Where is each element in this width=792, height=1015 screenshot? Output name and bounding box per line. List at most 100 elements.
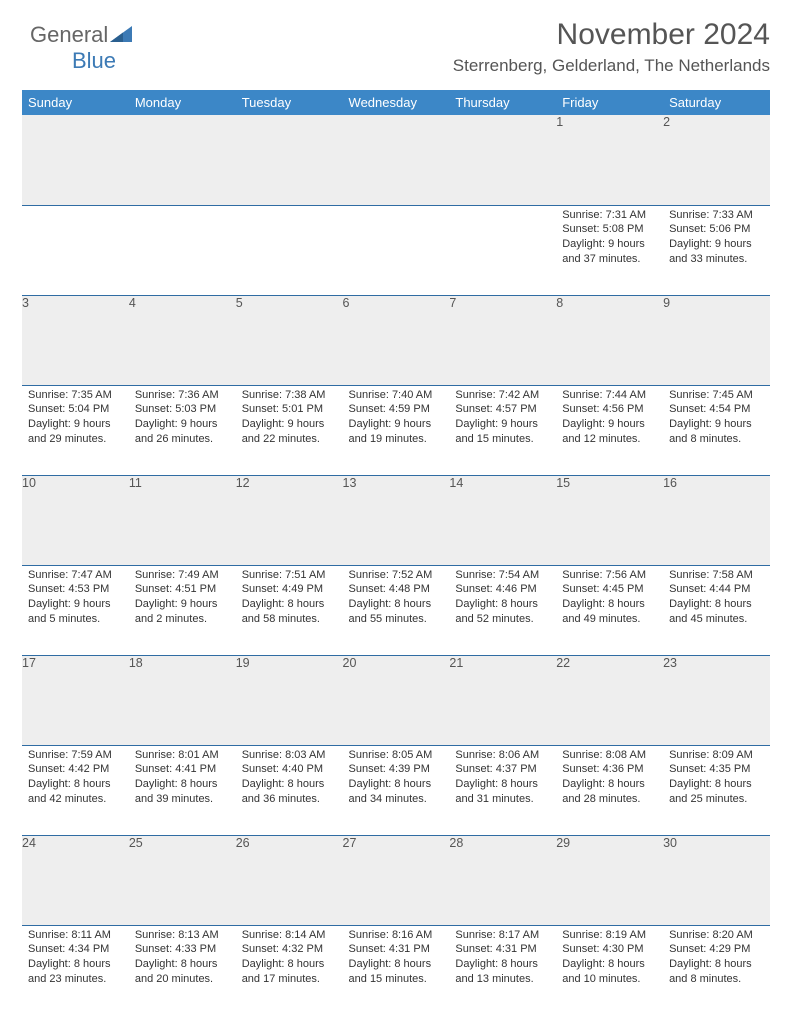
day-number-cell: 16 bbox=[663, 475, 770, 565]
day-cell-body: Sunrise: 7:58 AMSunset: 4:44 PMDaylight:… bbox=[663, 566, 770, 633]
day-cell bbox=[343, 205, 450, 295]
week-data-row: Sunrise: 7:35 AMSunset: 5:04 PMDaylight:… bbox=[22, 385, 770, 475]
daynum-row: 10111213141516 bbox=[22, 475, 770, 565]
week-data-row: Sunrise: 7:47 AMSunset: 4:53 PMDaylight:… bbox=[22, 565, 770, 655]
daynum-row: 24252627282930 bbox=[22, 835, 770, 925]
day-cell-body: Sunrise: 8:16 AMSunset: 4:31 PMDaylight:… bbox=[343, 926, 450, 993]
day-cell-body: Sunrise: 8:01 AMSunset: 4:41 PMDaylight:… bbox=[129, 746, 236, 813]
day-cell: Sunrise: 7:45 AMSunset: 4:54 PMDaylight:… bbox=[663, 385, 770, 475]
day-number-cell: 24 bbox=[22, 835, 129, 925]
day-cell-body: Sunrise: 7:38 AMSunset: 5:01 PMDaylight:… bbox=[236, 386, 343, 453]
day-cell-body: Sunrise: 8:20 AMSunset: 4:29 PMDaylight:… bbox=[663, 926, 770, 993]
day-header: Saturday bbox=[663, 90, 770, 115]
month-title: November 2024 bbox=[22, 18, 770, 52]
day-cell bbox=[449, 205, 556, 295]
day-number-cell bbox=[129, 115, 236, 205]
day-cell: Sunrise: 8:16 AMSunset: 4:31 PMDaylight:… bbox=[343, 925, 450, 1015]
day-number-cell: 29 bbox=[556, 835, 663, 925]
day-number-cell: 28 bbox=[449, 835, 556, 925]
day-cell: Sunrise: 7:31 AMSunset: 5:08 PMDaylight:… bbox=[556, 205, 663, 295]
day-cell-body: Sunrise: 7:45 AMSunset: 4:54 PMDaylight:… bbox=[663, 386, 770, 453]
day-cell-body: Sunrise: 7:49 AMSunset: 4:51 PMDaylight:… bbox=[129, 566, 236, 633]
day-cell: Sunrise: 7:42 AMSunset: 4:57 PMDaylight:… bbox=[449, 385, 556, 475]
day-cell-body: Sunrise: 8:14 AMSunset: 4:32 PMDaylight:… bbox=[236, 926, 343, 993]
week-data-row: Sunrise: 8:11 AMSunset: 4:34 PMDaylight:… bbox=[22, 925, 770, 1015]
calendar-header-row: SundayMondayTuesdayWednesdayThursdayFrid… bbox=[22, 90, 770, 115]
day-number-cell: 2 bbox=[663, 115, 770, 205]
day-cell: Sunrise: 8:08 AMSunset: 4:36 PMDaylight:… bbox=[556, 745, 663, 835]
day-number-cell: 8 bbox=[556, 295, 663, 385]
day-cell bbox=[22, 205, 129, 295]
day-number-cell: 14 bbox=[449, 475, 556, 565]
day-number-cell: 7 bbox=[449, 295, 556, 385]
day-cell-body: Sunrise: 8:08 AMSunset: 4:36 PMDaylight:… bbox=[556, 746, 663, 813]
day-cell: Sunrise: 7:56 AMSunset: 4:45 PMDaylight:… bbox=[556, 565, 663, 655]
daynum-row: 17181920212223 bbox=[22, 655, 770, 745]
day-header: Wednesday bbox=[343, 90, 450, 115]
day-number-cell bbox=[449, 115, 556, 205]
day-number-cell: 15 bbox=[556, 475, 663, 565]
day-cell-body: Sunrise: 7:44 AMSunset: 4:56 PMDaylight:… bbox=[556, 386, 663, 453]
day-header: Monday bbox=[129, 90, 236, 115]
day-cell-body: Sunrise: 8:03 AMSunset: 4:40 PMDaylight:… bbox=[236, 746, 343, 813]
day-number-cell: 4 bbox=[129, 295, 236, 385]
day-number-cell: 6 bbox=[343, 295, 450, 385]
day-cell: Sunrise: 8:14 AMSunset: 4:32 PMDaylight:… bbox=[236, 925, 343, 1015]
day-cell-body: Sunrise: 7:56 AMSunset: 4:45 PMDaylight:… bbox=[556, 566, 663, 633]
week-data-row: Sunrise: 7:31 AMSunset: 5:08 PMDaylight:… bbox=[22, 205, 770, 295]
day-cell: Sunrise: 7:38 AMSunset: 5:01 PMDaylight:… bbox=[236, 385, 343, 475]
day-cell-body: Sunrise: 7:51 AMSunset: 4:49 PMDaylight:… bbox=[236, 566, 343, 633]
day-number-cell: 1 bbox=[556, 115, 663, 205]
brand-triangle-icon bbox=[110, 22, 132, 48]
day-cell: Sunrise: 8:09 AMSunset: 4:35 PMDaylight:… bbox=[663, 745, 770, 835]
day-number-cell: 11 bbox=[129, 475, 236, 565]
day-cell-body: Sunrise: 8:17 AMSunset: 4:31 PMDaylight:… bbox=[449, 926, 556, 993]
day-header: Tuesday bbox=[236, 90, 343, 115]
day-number-cell: 27 bbox=[343, 835, 450, 925]
day-cell-body: Sunrise: 7:47 AMSunset: 4:53 PMDaylight:… bbox=[22, 566, 129, 633]
day-cell: Sunrise: 7:47 AMSunset: 4:53 PMDaylight:… bbox=[22, 565, 129, 655]
day-cell-body: Sunrise: 8:19 AMSunset: 4:30 PMDaylight:… bbox=[556, 926, 663, 993]
day-cell: Sunrise: 8:03 AMSunset: 4:40 PMDaylight:… bbox=[236, 745, 343, 835]
day-number-cell: 25 bbox=[129, 835, 236, 925]
day-cell-body: Sunrise: 7:33 AMSunset: 5:06 PMDaylight:… bbox=[663, 206, 770, 273]
day-cell: Sunrise: 7:44 AMSunset: 4:56 PMDaylight:… bbox=[556, 385, 663, 475]
day-number-cell: 20 bbox=[343, 655, 450, 745]
title-block: November 2024 Sterrenberg, Gelderland, T… bbox=[22, 18, 770, 76]
day-cell: Sunrise: 7:59 AMSunset: 4:42 PMDaylight:… bbox=[22, 745, 129, 835]
day-number-cell bbox=[343, 115, 450, 205]
day-cell: Sunrise: 8:06 AMSunset: 4:37 PMDaylight:… bbox=[449, 745, 556, 835]
day-number-cell: 5 bbox=[236, 295, 343, 385]
day-number-cell bbox=[236, 115, 343, 205]
day-cell-body: Sunrise: 8:05 AMSunset: 4:39 PMDaylight:… bbox=[343, 746, 450, 813]
day-cell: Sunrise: 8:11 AMSunset: 4:34 PMDaylight:… bbox=[22, 925, 129, 1015]
day-number-cell: 21 bbox=[449, 655, 556, 745]
day-cell-body: Sunrise: 7:59 AMSunset: 4:42 PMDaylight:… bbox=[22, 746, 129, 813]
day-cell-body: Sunrise: 8:09 AMSunset: 4:35 PMDaylight:… bbox=[663, 746, 770, 813]
location-subtitle: Sterrenberg, Gelderland, The Netherlands bbox=[22, 56, 770, 76]
day-number-cell: 26 bbox=[236, 835, 343, 925]
day-cell: Sunrise: 7:40 AMSunset: 4:59 PMDaylight:… bbox=[343, 385, 450, 475]
day-cell-body: Sunrise: 7:36 AMSunset: 5:03 PMDaylight:… bbox=[129, 386, 236, 453]
day-cell: Sunrise: 8:01 AMSunset: 4:41 PMDaylight:… bbox=[129, 745, 236, 835]
calendar-table: SundayMondayTuesdayWednesdayThursdayFrid… bbox=[22, 90, 770, 1015]
daynum-row: 3456789 bbox=[22, 295, 770, 385]
day-number-cell: 22 bbox=[556, 655, 663, 745]
day-cell-body: Sunrise: 8:11 AMSunset: 4:34 PMDaylight:… bbox=[22, 926, 129, 993]
day-number-cell bbox=[22, 115, 129, 205]
day-cell bbox=[129, 205, 236, 295]
day-cell: Sunrise: 8:19 AMSunset: 4:30 PMDaylight:… bbox=[556, 925, 663, 1015]
day-number-cell: 30 bbox=[663, 835, 770, 925]
day-cell: Sunrise: 7:51 AMSunset: 4:49 PMDaylight:… bbox=[236, 565, 343, 655]
day-number-cell: 23 bbox=[663, 655, 770, 745]
day-cell-body: Sunrise: 8:06 AMSunset: 4:37 PMDaylight:… bbox=[449, 746, 556, 813]
week-data-row: Sunrise: 7:59 AMSunset: 4:42 PMDaylight:… bbox=[22, 745, 770, 835]
day-header: Friday bbox=[556, 90, 663, 115]
day-cell-body: Sunrise: 8:13 AMSunset: 4:33 PMDaylight:… bbox=[129, 926, 236, 993]
day-cell: Sunrise: 7:52 AMSunset: 4:48 PMDaylight:… bbox=[343, 565, 450, 655]
day-cell: Sunrise: 8:17 AMSunset: 4:31 PMDaylight:… bbox=[449, 925, 556, 1015]
day-cell: Sunrise: 8:05 AMSunset: 4:39 PMDaylight:… bbox=[343, 745, 450, 835]
day-number-cell: 17 bbox=[22, 655, 129, 745]
day-cell: Sunrise: 7:58 AMSunset: 4:44 PMDaylight:… bbox=[663, 565, 770, 655]
brand-logo: General Blue bbox=[30, 22, 132, 74]
